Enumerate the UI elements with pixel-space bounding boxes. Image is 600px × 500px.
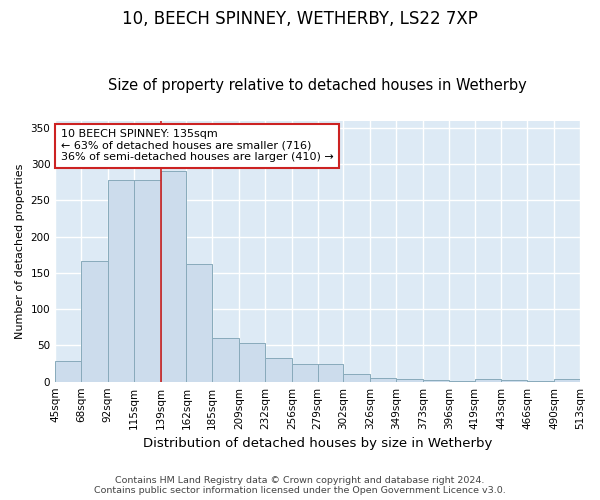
- Bar: [502, 380, 527, 382]
- X-axis label: Distribution of detached houses by size in Wetherby: Distribution of detached houses by size …: [143, 437, 492, 450]
- Bar: [396, 379, 423, 382]
- Title: Size of property relative to detached houses in Wetherby: Size of property relative to detached ho…: [108, 78, 527, 93]
- Bar: [239, 343, 265, 382]
- Bar: [55, 362, 81, 382]
- Text: 10 BEECH SPINNEY: 135sqm
← 63% of detached houses are smaller (716)
36% of semi-: 10 BEECH SPINNEY: 135sqm ← 63% of detach…: [61, 130, 334, 162]
- Text: Contains HM Land Registry data © Crown copyright and database right 2024.
Contai: Contains HM Land Registry data © Crown c…: [94, 476, 506, 495]
- Bar: [475, 379, 502, 382]
- Bar: [187, 264, 212, 382]
- Bar: [212, 338, 239, 382]
- Bar: [134, 180, 161, 382]
- Bar: [423, 380, 449, 382]
- Bar: [265, 358, 292, 382]
- Bar: [370, 378, 396, 382]
- Bar: [292, 364, 317, 382]
- Bar: [449, 381, 475, 382]
- Bar: [161, 170, 187, 382]
- Bar: [108, 180, 134, 382]
- Bar: [317, 364, 343, 382]
- Bar: [81, 260, 108, 382]
- Bar: [554, 379, 580, 382]
- Bar: [527, 381, 554, 382]
- Y-axis label: Number of detached properties: Number of detached properties: [15, 164, 25, 339]
- Bar: [343, 374, 370, 382]
- Text: 10, BEECH SPINNEY, WETHERBY, LS22 7XP: 10, BEECH SPINNEY, WETHERBY, LS22 7XP: [122, 10, 478, 28]
